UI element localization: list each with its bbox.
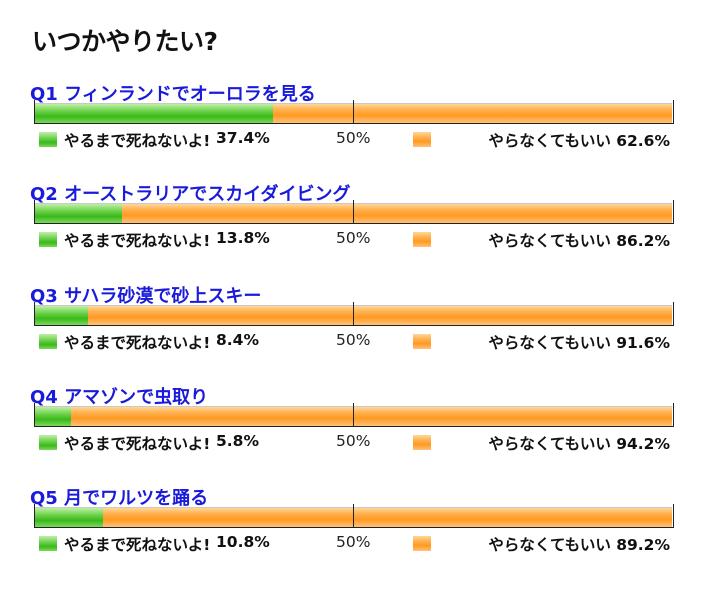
axis-mid-tick — [353, 100, 354, 124]
yes-swatch — [39, 334, 57, 349]
axis-mid-tick — [353, 504, 354, 528]
midpoint-label: 50% — [336, 331, 371, 349]
yes-percent: 10.8% — [216, 533, 270, 551]
axis-right-tick — [673, 100, 674, 124]
axis-baseline — [34, 426, 674, 427]
question-block: Q4 アマゾンで虫取り やるまで死ねないよ! 5.8% 50% やらなくてもいい… — [0, 383, 705, 483]
yes-label: やるまで死ねないよ! — [64, 334, 211, 352]
no-label-percent: やらなくてもいい 91.6% — [488, 334, 670, 352]
axis-left-tick — [34, 403, 35, 427]
legend-row: やるまで死ねないよ! 5.8% 50% やらなくてもいい 94.2% — [0, 431, 705, 453]
axis-left-tick — [34, 100, 35, 124]
yes-bar — [34, 306, 88, 325]
yes-swatch — [39, 132, 57, 147]
question-title: Q4 アマゾンで虫取り — [30, 387, 209, 408]
legend-row: やるまで死ねないよ! 13.8% 50% やらなくてもいい 86.2% — [0, 228, 705, 250]
question-block: Q3 サハラ砂漠で砂上スキー やるまで死ねないよ! 8.4% 50% やらなくて… — [0, 282, 705, 382]
question-title: Q3 サハラ砂漠で砂上スキー — [30, 286, 262, 307]
yes-label: やるまで死ねないよ! — [64, 232, 211, 250]
yes-percent: 8.4% — [216, 331, 259, 349]
axis-mid-tick — [353, 200, 354, 224]
yes-bar — [34, 104, 273, 123]
axis-left-tick — [34, 504, 35, 528]
legend-row: やるまで死ねないよ! 37.4% 50% やらなくてもいい 62.6% — [0, 128, 705, 150]
midpoint-label: 50% — [336, 533, 371, 551]
legend-row: やるまで死ねないよ! 10.8% 50% やらなくてもいい 89.2% — [0, 532, 705, 554]
axis-left-tick — [34, 302, 35, 326]
yes-bar — [34, 508, 103, 527]
axis-baseline — [34, 123, 674, 124]
axis-baseline — [34, 223, 674, 224]
axis-baseline — [34, 325, 674, 326]
no-swatch — [413, 132, 431, 147]
midpoint-label: 50% — [336, 229, 371, 247]
no-label-percent: やらなくてもいい 89.2% — [488, 536, 670, 554]
no-label-percent: やらなくてもいい 62.6% — [488, 132, 670, 150]
no-swatch — [413, 536, 431, 551]
axis-right-tick — [673, 200, 674, 224]
yes-percent: 37.4% — [216, 129, 270, 147]
yes-swatch — [39, 232, 57, 247]
no-swatch — [413, 232, 431, 247]
axis-mid-tick — [353, 403, 354, 427]
question-block: Q2 オーストラリアでスカイダイビング やるまで死ねないよ! 13.8% 50%… — [0, 180, 705, 280]
yes-percent: 13.8% — [216, 229, 270, 247]
no-swatch — [413, 334, 431, 349]
yes-label: やるまで死ねないよ! — [64, 132, 211, 150]
midpoint-label: 50% — [336, 432, 371, 450]
axis-left-tick — [34, 200, 35, 224]
axis-right-tick — [673, 403, 674, 427]
legend-row: やるまで死ねないよ! 8.4% 50% やらなくてもいい 91.6% — [0, 330, 705, 352]
page-title: いつかやりたい? — [32, 27, 218, 56]
question-block: Q5 月でワルツを踊る やるまで死ねないよ! 10.8% 50% やらなくてもい… — [0, 484, 705, 584]
yes-bar — [34, 204, 123, 223]
axis-right-tick — [673, 504, 674, 528]
question-title: Q5 月でワルツを踊る — [30, 488, 209, 509]
question-block: Q1 フィンランドでオーロラを見る やるまで死ねないよ! 37.4% 50% や… — [0, 80, 705, 180]
midpoint-label: 50% — [336, 129, 371, 147]
yes-swatch — [39, 536, 57, 551]
axis-baseline — [34, 527, 674, 528]
no-label-percent: やらなくてもいい 94.2% — [488, 435, 670, 453]
yes-swatch — [39, 435, 57, 450]
axis-right-tick — [673, 302, 674, 326]
axis-mid-tick — [353, 302, 354, 326]
no-swatch — [413, 435, 431, 450]
no-label-percent: やらなくてもいい 86.2% — [488, 232, 670, 250]
question-title: Q2 オーストラリアでスカイダイビング — [30, 184, 351, 205]
yes-label: やるまで死ねないよ! — [64, 435, 211, 453]
yes-percent: 5.8% — [216, 432, 259, 450]
yes-label: やるまで死ねないよ! — [64, 536, 211, 554]
yes-bar — [34, 407, 71, 426]
question-title: Q1 フィンランドでオーロラを見る — [30, 84, 316, 105]
